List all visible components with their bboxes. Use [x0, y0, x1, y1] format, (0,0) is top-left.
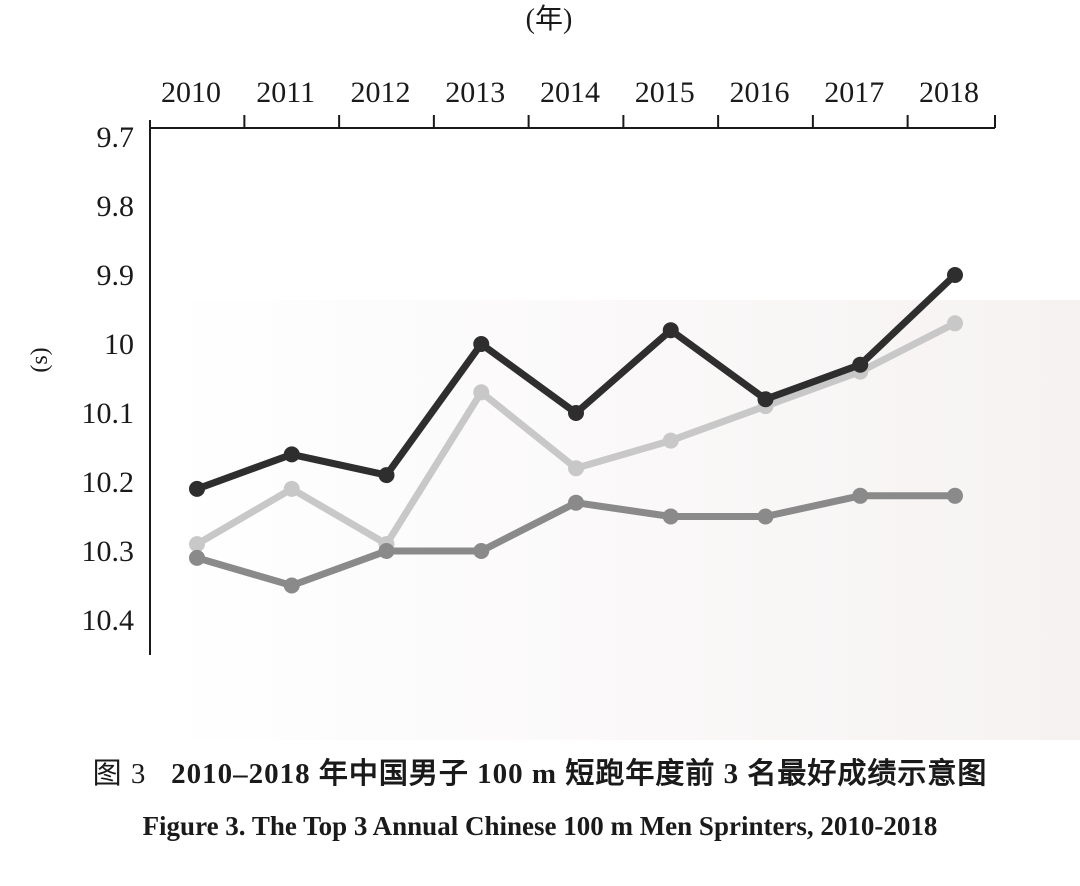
line-chart: (年) (s) 2010 2011 2012 2013 2014 2015 2016 2017…: [27, 3, 1080, 740]
data-point: [947, 315, 963, 332]
data-point: [189, 536, 205, 553]
data-point: [568, 460, 584, 477]
data-point: [757, 508, 774, 525]
y-tick-label: 9.8: [97, 190, 135, 223]
data-point: [378, 543, 395, 559]
x-tick-label: 2013: [445, 76, 505, 109]
x-tick-label: 2018: [919, 76, 979, 109]
series-3: [189, 487, 963, 594]
y-tick-label: 10.4: [82, 604, 135, 637]
x-axis-ticks: [243, 115, 996, 128]
y-tick-label: 9.7: [97, 121, 135, 154]
x-axis-tick-labels: 2010 2011 2012 2013 2014 2015 2016 2017 2018: [161, 76, 979, 109]
data-point: [852, 487, 869, 504]
y-tick-label: 10.1: [82, 397, 135, 430]
y-tick-label: 10.3: [82, 535, 135, 568]
data-point: [283, 577, 300, 594]
caption-english: Figure 3. The Top 3 Annual Chinese 100 m…: [142, 811, 938, 841]
data-point: [947, 267, 963, 283]
data-point: [473, 543, 490, 559]
data-point: [662, 432, 679, 449]
caption-chinese: 图 3 2010–2018 年中国男子 100 m 短跑年度前 3 名最好成绩示…: [0, 750, 1080, 792]
data-point: [473, 384, 490, 401]
y-tick-label: 10: [104, 328, 134, 361]
x-tick-label: 2014: [540, 76, 600, 109]
data-point: [189, 480, 205, 497]
data-point: [378, 467, 395, 484]
x-tick-label: 2012: [351, 76, 411, 109]
y-axis-unit-label: (s): [27, 347, 53, 372]
data-point: [662, 322, 679, 339]
series-1: [189, 267, 963, 497]
y-tick-label: 10.2: [82, 466, 135, 499]
data-point: [662, 508, 679, 525]
caption-chinese-title: 2010–2018 年中国男子 100 m 短跑年度前 3 名最好成绩示意图: [171, 758, 988, 790]
x-tick-label: 2017: [824, 76, 884, 109]
data-point: [568, 405, 584, 421]
data-point: [283, 480, 300, 497]
series-layer: [189, 267, 963, 594]
data-point: [947, 487, 963, 504]
data-point: [757, 391, 774, 408]
x-tick-label: 2015: [635, 76, 695, 109]
x-axis-unit-label: (年): [526, 3, 573, 35]
y-axis-tick-labels: 9.7 9.8 9.9 10 10.1 10.2 10.3 10.4: [82, 121, 135, 637]
x-tick-label: 2016: [730, 76, 790, 109]
x-tick-label: 2011: [256, 76, 315, 109]
y-tick-label: 9.9: [97, 259, 135, 292]
data-point: [283, 446, 300, 463]
data-point: [852, 356, 869, 373]
plot-background: [160, 300, 1080, 740]
x-tick-label: 2010: [161, 76, 221, 109]
caption-figure-number: 图 3: [92, 758, 147, 790]
data-point: [473, 336, 490, 352]
data-point: [189, 549, 205, 566]
data-point: [568, 494, 584, 511]
